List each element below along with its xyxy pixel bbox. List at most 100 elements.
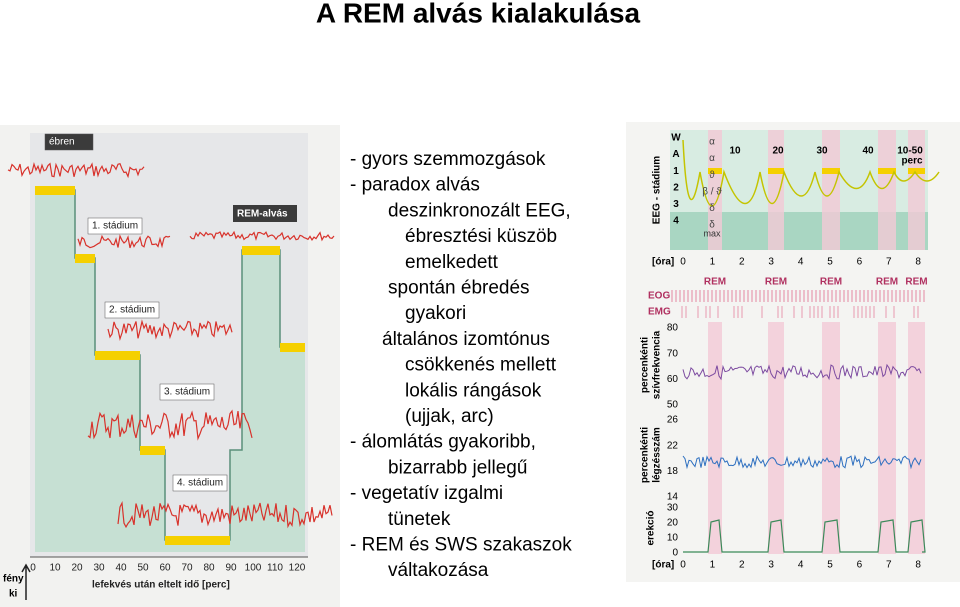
heart-rate-label: szívfrekvencia: [652, 330, 663, 399]
eeg-axis-label: EEG - stádium: [652, 156, 663, 224]
x-axis-label: lefekvés után eltelt idő [perc]: [92, 580, 230, 591]
hour-tick-label: 2: [739, 560, 745, 571]
text-line: általános izomtónus: [382, 329, 550, 350]
panel-tick-label: 18: [667, 466, 679, 477]
text-line: - gyors szemmozgások: [350, 149, 546, 170]
rem-band: [708, 130, 722, 250]
wave-label: α: [709, 153, 715, 164]
text-line: emelkedett: [405, 252, 499, 273]
x-tick-label: 70: [181, 563, 193, 574]
rem-marker: [768, 168, 784, 174]
hour-tick-label: 7: [886, 560, 892, 571]
hour-tick-label: 8: [915, 560, 921, 571]
resp-label: percenkénti: [640, 427, 651, 483]
hour-tick-label: 0: [680, 560, 686, 571]
rem-band: [822, 130, 840, 250]
x-tick-label: 110: [267, 563, 283, 574]
hour-tick-label: 0: [680, 257, 686, 268]
stage-bar: [242, 246, 280, 255]
hour-unit: [óra]: [652, 560, 674, 571]
x-tick-label: 90: [225, 563, 237, 574]
text-line: tünetek: [388, 509, 451, 530]
rem-label: REM: [905, 277, 927, 288]
heart-rate-trace: [682, 363, 922, 381]
stage-label-box: [172, 474, 228, 492]
stage-label-box: [159, 383, 215, 401]
panel-tick-label: 30: [667, 503, 679, 514]
hour-tick-label: 5: [827, 560, 833, 571]
hour-tick-label: 6: [857, 560, 863, 571]
lights-off-label: fény: [3, 574, 24, 585]
stage-row-label: 1: [673, 166, 679, 177]
eeg-trace: [117, 501, 333, 529]
rem-band: [878, 322, 896, 554]
rem-band: [768, 322, 784, 554]
hour-tick-label: 1: [710, 257, 716, 268]
hour-tick-label: 2: [739, 257, 745, 268]
erection-label: erekció: [646, 510, 657, 545]
stage-label: 3. stádium: [164, 387, 210, 398]
eeg-trace: [107, 319, 233, 342]
text-line: gyakori: [405, 303, 466, 324]
x-tick-label: 30: [93, 563, 105, 574]
eeg-trace: [87, 409, 253, 441]
hour-tick-label: 7: [886, 257, 892, 268]
stage-label-box: [44, 133, 94, 151]
hour-tick-label: 3: [768, 257, 774, 268]
cycle-label: 20: [772, 146, 784, 157]
text-line: spontán ébredés: [388, 278, 530, 299]
cycle-label: 30: [816, 146, 828, 157]
rem-marker: [822, 168, 840, 174]
sleep-cycle-curve: [682, 139, 940, 207]
panel-tick-label: 0: [672, 548, 678, 559]
panel-tick-label: 70: [667, 348, 679, 359]
hour-tick-label: 1: [710, 560, 716, 571]
text-line: - álomlátás gyakoribb,: [350, 432, 536, 453]
eeg-trace: [189, 230, 335, 242]
rem-marker: [708, 168, 722, 174]
panel-tick-label: 10: [667, 533, 679, 544]
stage-bar: [280, 343, 305, 352]
rem-band: [768, 130, 784, 250]
rem-marker: [878, 168, 896, 174]
x-tick-label: 80: [203, 563, 215, 574]
x-tick-label: 120: [289, 563, 306, 574]
perc-label: perc: [901, 156, 923, 167]
text-line: - vegetatív izgalmi: [350, 483, 503, 504]
panel-tick-label: 60: [667, 374, 679, 385]
x-tick-label: 60: [159, 563, 171, 574]
max-label: max: [703, 228, 721, 238]
x-tick-label: 50: [137, 563, 149, 574]
stage-label: 4. stádium: [177, 478, 223, 489]
panel-tick-label: 22: [667, 440, 679, 451]
lights-off-label: ki: [9, 589, 18, 600]
stage-label: 2. stádium: [109, 305, 155, 316]
eog-label: EOG: [648, 291, 670, 302]
eeg-trace: [7, 161, 145, 179]
text-line: csökkenés mellett: [405, 355, 557, 376]
rem-label: REM: [876, 277, 898, 288]
stage-label: ébren: [49, 137, 75, 148]
panel-tick-label: 50: [667, 400, 679, 411]
x-tick-label: 20: [71, 563, 83, 574]
stage-bar: [140, 446, 165, 455]
text-line: bizarrabb jellegű: [388, 457, 527, 478]
wave-label: ϑ: [709, 170, 715, 181]
hour-unit: [óra]: [652, 257, 674, 268]
text-line: lokális rángások: [405, 380, 542, 401]
cycle-label: 40: [862, 146, 874, 157]
stage-bar: [35, 186, 75, 195]
rem-label: REM: [765, 277, 787, 288]
panel-tick-label: 14: [667, 492, 679, 503]
rem-label: REM: [704, 277, 726, 288]
resp-label: légzésszám: [652, 427, 663, 483]
x-tick-label: 0: [30, 563, 36, 574]
stage-row-label: 4: [673, 216, 679, 227]
emg-label: EMG: [648, 307, 671, 318]
x-tick-label: 40: [115, 563, 127, 574]
stage-bar: [75, 254, 95, 263]
slide-title: A REM alvás kialakulása: [316, 0, 641, 28]
stage-bar: [165, 536, 230, 545]
rem-label: REM-alvás: [237, 209, 288, 220]
